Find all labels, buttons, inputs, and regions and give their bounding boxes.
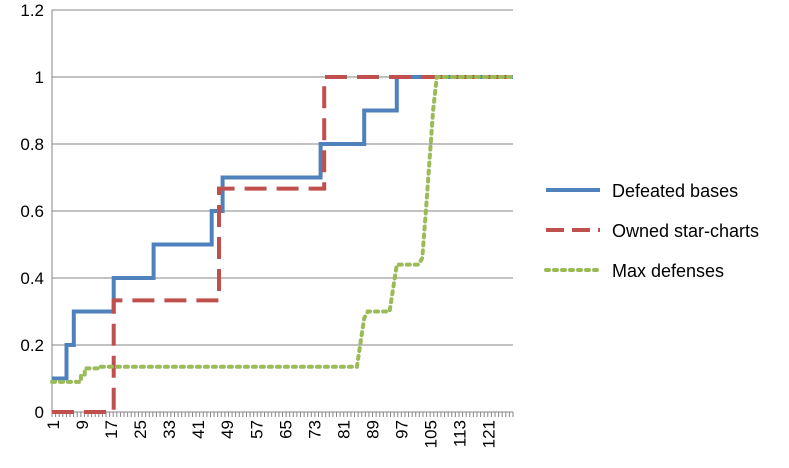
legend: Defeated bases Owned star-charts Max defen… [544, 181, 759, 281]
x-axis: 1 9 17 25 33 41 49 57 65 73 81 89 97 105 113 121 [44, 411, 514, 448]
series-line-defeated-bases [52, 75, 513, 381]
x-tick-label: 57 [247, 420, 266, 439]
y-tick-label: 0.4 [20, 269, 44, 288]
legend-label: Owned star-charts [612, 221, 759, 241]
x-tick-label: 73 [305, 420, 324, 439]
y-tick-label: 1.2 [20, 1, 44, 20]
x-tick-label: 33 [160, 420, 179, 439]
x-tick-label: 97 [392, 420, 411, 439]
series-lines [50, 75, 515, 414]
x-tick-label: 49 [218, 420, 237, 439]
y-axis: 0 0.2 0.4 0.6 0.8 1 1.2 [20, 1, 53, 422]
x-tick-label: 89 [363, 420, 382, 439]
x-tick-label: 25 [131, 420, 150, 439]
y-tick-label: 1 [35, 68, 44, 87]
x-tick-label: 41 [189, 420, 208, 439]
y-tick-label: 0.2 [20, 336, 44, 355]
x-tick-label: 65 [276, 420, 295, 439]
x-tick-label: 9 [73, 420, 92, 429]
legend-label: Defeated bases [612, 181, 738, 201]
x-tick-label: 17 [102, 420, 121, 439]
x-tick-label: 105 [422, 420, 441, 448]
y-tick-label: 0 [35, 403, 44, 422]
x-tick-label: 1 [44, 420, 63, 429]
y-tick-label: 0.6 [20, 202, 44, 221]
series-line-max-defenses [50, 75, 515, 384]
x-tick-label: 81 [334, 420, 353, 439]
series-line-owned-star-charts [52, 75, 513, 414]
y-tick-label: 0.8 [20, 135, 44, 154]
x-tick-label: 113 [451, 420, 470, 447]
legend-label: Max defenses [612, 261, 724, 281]
x-tick-label: 121 [480, 420, 499, 448]
